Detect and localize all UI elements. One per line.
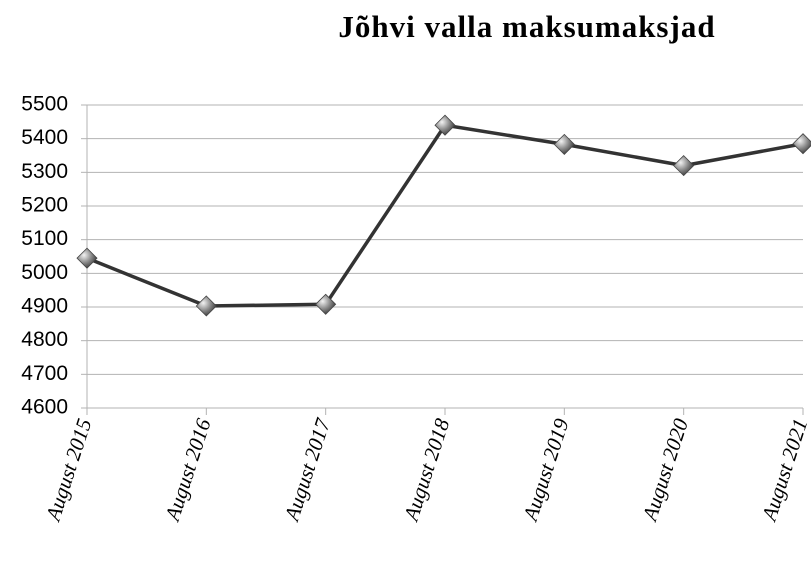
marker (195, 295, 217, 317)
y-tick-label: 4700 (21, 362, 68, 385)
marker (434, 114, 456, 136)
x-tick-label: August 2016 (160, 415, 216, 525)
marker (792, 133, 811, 155)
marker (76, 247, 98, 269)
marker (673, 155, 695, 177)
y-tick-label: 5100 (21, 227, 68, 250)
y-tick-label: 4800 (21, 328, 68, 351)
marker (315, 293, 337, 315)
x-tick-label: August 2019 (518, 415, 574, 525)
x-tick-label: August 2018 (398, 415, 454, 525)
y-tick-label: 4900 (21, 295, 68, 318)
chart-title: Jõhvi valla maksumaksjad (338, 9, 715, 44)
y-tick-label: 5500 (21, 93, 68, 116)
y-tick-label: 5200 (21, 194, 68, 217)
marker (553, 133, 575, 155)
x-tick-label: August 2020 (637, 415, 693, 525)
x-tick-label: August 2017 (279, 414, 336, 525)
y-tick-label: 5400 (21, 126, 68, 149)
x-tick-label: August 2015 (40, 416, 96, 526)
y-tick-label: 5300 (21, 160, 68, 183)
y-tick-label: 4600 (21, 396, 68, 419)
y-tick-label: 5000 (21, 261, 68, 284)
line (86, 123, 804, 308)
x-tick-label: August 2021 (756, 416, 811, 526)
